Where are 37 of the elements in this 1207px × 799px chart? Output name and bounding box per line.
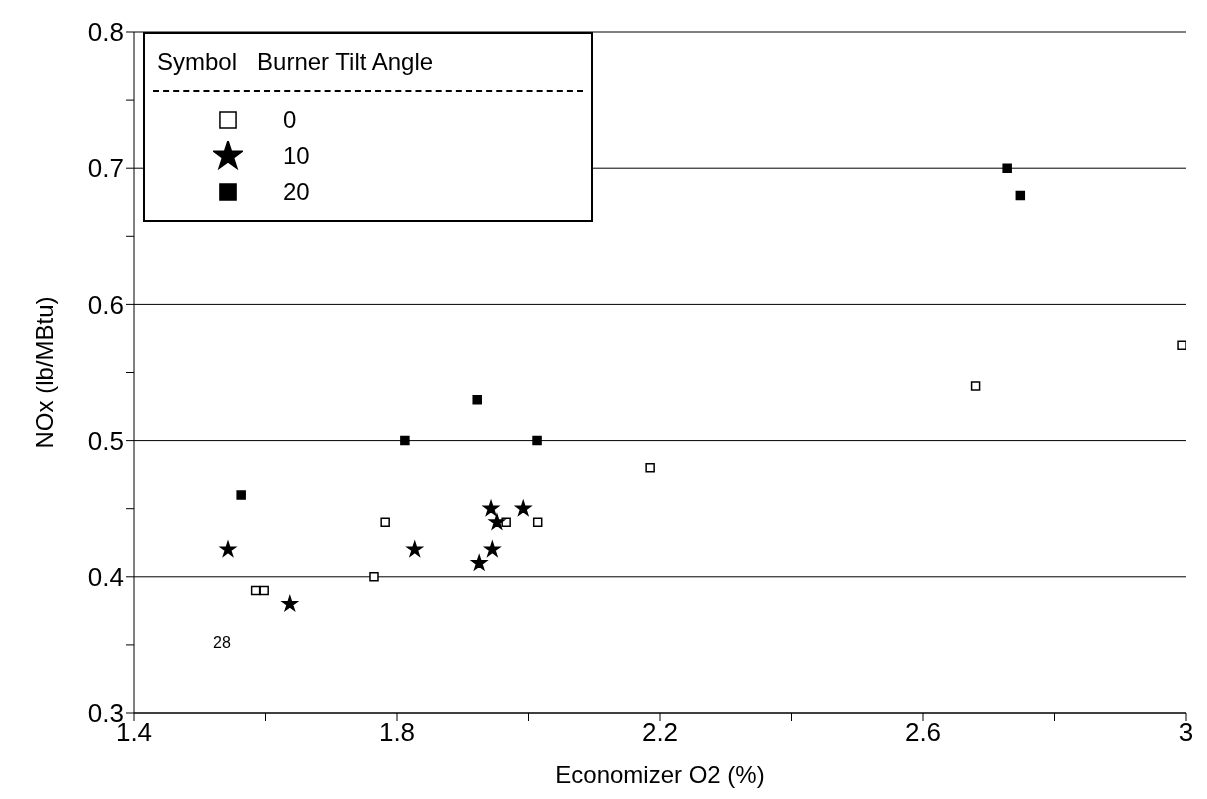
point [532,517,543,528]
point [472,394,482,405]
point [400,435,410,446]
point [532,435,542,446]
x-axis-title: Economizer O2 (%) [555,761,765,788]
point [489,514,505,530]
point [281,595,298,611]
x-tick-label: 1.8 [378,717,416,748]
annotation: 28 [213,634,231,652]
y-axis-title: NOx (lb/MBtu) [30,296,58,449]
y-tick-label: 0.4 [87,562,124,593]
point [259,585,269,596]
point [236,490,246,500]
point [1015,190,1026,201]
x-tick-label: 2.2 [641,717,679,748]
point [369,572,379,582]
point [1002,163,1012,173]
point [220,541,236,557]
y-tick-label: 0.7 [87,153,124,184]
x-tick-label: 3 [1178,717,1194,748]
x-tick-label: 2.6 [904,717,942,748]
point [406,541,423,557]
point [645,463,655,473]
point [1177,340,1186,351]
point [380,517,390,528]
y-tick-label: 0.8 [87,17,124,48]
legend-label: 20 [283,178,310,206]
legend-label: 0 [283,106,297,134]
y-tick-label: 0.5 [87,425,124,456]
y-tick-label: 0.6 [87,289,124,320]
legend-label: 10 [283,142,310,170]
point [471,554,488,571]
point [515,500,532,516]
legend-title: Symbol Burner Tilt Angle [156,48,435,76]
point [484,541,501,557]
point [483,500,499,516]
point [970,381,981,391]
